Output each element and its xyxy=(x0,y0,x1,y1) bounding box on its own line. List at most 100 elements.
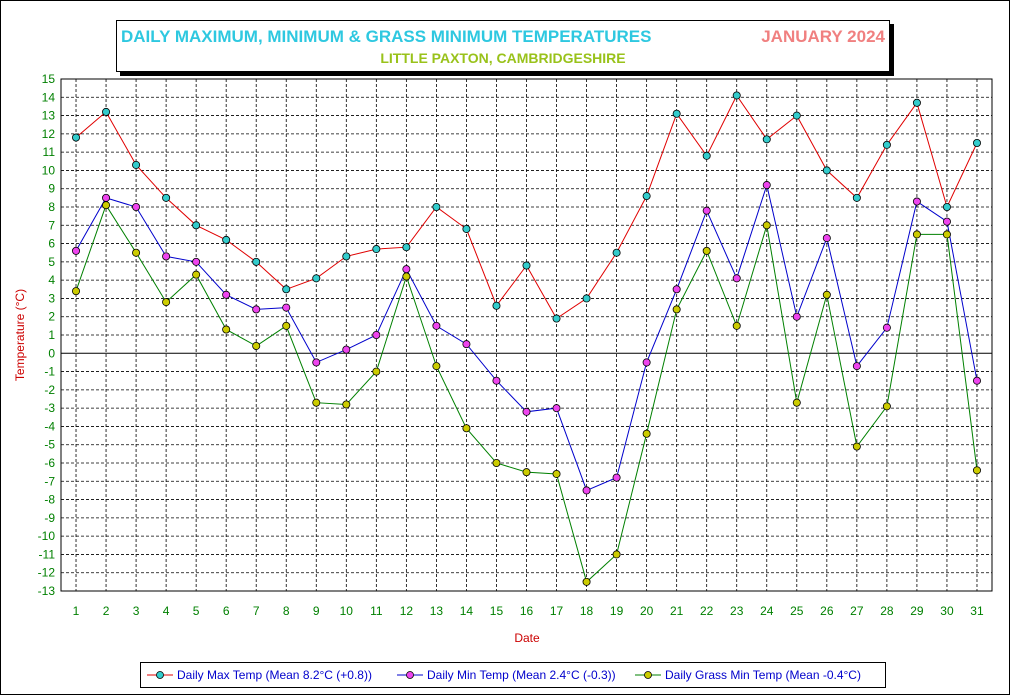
data-point-series-2 xyxy=(192,257,201,266)
x-tick-label: 12 xyxy=(400,604,414,618)
y-tick-label: 12 xyxy=(42,127,56,141)
data-point-series-1 xyxy=(552,314,561,323)
data-point-series-3 xyxy=(912,230,921,239)
y-tick-label: -11 xyxy=(39,547,56,561)
x-tick-label: 7 xyxy=(253,604,260,618)
data-point-series-1 xyxy=(702,151,711,160)
data-point-series-3 xyxy=(522,468,531,477)
data-point-series-2 xyxy=(732,274,741,283)
y-tick-label: -12 xyxy=(38,566,56,580)
data-point-series-3 xyxy=(462,424,471,433)
data-point-series-3 xyxy=(162,298,171,307)
x-tick-label: 5 xyxy=(193,604,200,618)
y-tick-label: -1 xyxy=(44,365,55,379)
y-tick-label: 7 xyxy=(48,218,55,232)
data-point-series-2 xyxy=(132,202,141,211)
y-tick-label: 15 xyxy=(42,72,56,86)
data-point-series-3 xyxy=(192,270,201,279)
x-tick-label: 2 xyxy=(103,604,110,618)
data-point-series-3 xyxy=(552,469,561,478)
x-tick-label: 31 xyxy=(970,604,984,618)
data-point-series-3 xyxy=(942,230,951,239)
data-point-series-3 xyxy=(792,398,801,407)
data-point-series-3 xyxy=(72,287,81,296)
data-point-series-3 xyxy=(612,550,621,559)
data-point-series-2 xyxy=(342,345,351,354)
data-point-series-1 xyxy=(342,252,351,261)
data-point-series-2 xyxy=(492,376,501,385)
data-point-series-1 xyxy=(402,243,411,252)
legend-entry-2: Daily Min Temp (Mean 2.4°C (-0.3)) xyxy=(427,668,616,682)
data-point-series-3 xyxy=(702,246,711,255)
x-tick-label: 11 xyxy=(370,604,383,618)
data-point-series-2 xyxy=(462,340,471,349)
x-tick-label: 13 xyxy=(430,604,444,618)
data-point-series-3 xyxy=(432,362,441,371)
data-point-series-2 xyxy=(912,197,921,206)
data-point-series-1 xyxy=(582,294,591,303)
data-point-series-2 xyxy=(612,473,621,482)
data-point-series-2 xyxy=(402,265,411,274)
data-point-series-3 xyxy=(822,290,831,299)
data-point-series-1 xyxy=(792,111,801,120)
x-tick-label: 17 xyxy=(550,604,564,618)
data-point-series-1 xyxy=(642,192,651,201)
data-point-series-3 xyxy=(672,305,681,314)
data-point-series-1 xyxy=(912,98,921,107)
data-point-series-1 xyxy=(732,91,741,100)
title-box: DAILY MAXIMUM, MINIMUM & GRASS MINIMUM T… xyxy=(116,20,890,72)
data-point-series-3 xyxy=(102,201,111,210)
data-point-series-2 xyxy=(642,358,651,367)
x-tick-label: 16 xyxy=(520,604,534,618)
y-tick-label: -8 xyxy=(44,493,55,507)
data-point-series-1 xyxy=(522,261,531,270)
x-tick-label: 29 xyxy=(910,604,924,618)
data-point-series-3 xyxy=(222,325,231,334)
y-tick-label: -2 xyxy=(44,383,55,397)
data-point-series-1 xyxy=(942,202,951,211)
data-point-series-2 xyxy=(312,358,321,367)
y-tick-label: -10 xyxy=(38,529,56,543)
data-point-series-1 xyxy=(972,138,981,147)
y-tick-label: -4 xyxy=(44,419,55,433)
x-tick-label: 9 xyxy=(313,604,320,618)
y-tick-label: -3 xyxy=(44,401,55,415)
data-point-series-2 xyxy=(552,404,561,413)
data-point-series-3 xyxy=(402,272,411,281)
data-point-series-3 xyxy=(372,367,381,376)
data-point-series-1 xyxy=(612,248,621,257)
data-point-series-2 xyxy=(792,312,801,321)
data-point-series-2 xyxy=(282,303,291,312)
y-tick-label: 10 xyxy=(42,163,56,177)
data-point-series-1 xyxy=(462,224,471,233)
data-point-series-2 xyxy=(372,330,381,339)
y-tick-label: 11 xyxy=(43,145,56,159)
data-point-series-1 xyxy=(102,107,111,116)
data-point-series-3 xyxy=(312,398,321,407)
data-point-series-3 xyxy=(732,321,741,330)
data-point-series-2 xyxy=(762,181,771,190)
y-tick-label: 3 xyxy=(48,291,55,305)
y-tick-label: 14 xyxy=(42,90,56,104)
chart-period: JANUARY 2024 xyxy=(761,27,885,46)
x-tick-label: 8 xyxy=(283,604,290,618)
data-point-series-2 xyxy=(72,246,81,255)
data-point-series-3 xyxy=(252,341,261,350)
data-point-series-1 xyxy=(882,140,891,149)
data-point-series-2 xyxy=(522,407,531,416)
data-point-series-2 xyxy=(672,285,681,294)
x-tick-label: 21 xyxy=(670,604,684,618)
data-point-series-3 xyxy=(972,466,981,475)
data-point-series-1 xyxy=(432,202,441,211)
legend-entry-3: Daily Grass Min Temp (Mean -0.4°C) xyxy=(665,668,861,682)
y-tick-label: -9 xyxy=(44,511,55,525)
y-tick-label: -6 xyxy=(44,456,55,470)
data-point-series-3 xyxy=(282,321,291,330)
x-tick-label: 22 xyxy=(700,604,714,618)
data-point-series-1 xyxy=(162,193,171,202)
data-point-series-1 xyxy=(672,109,681,118)
data-point-series-1 xyxy=(762,135,771,144)
y-tick-label: -13 xyxy=(38,584,56,598)
x-tick-label: 27 xyxy=(850,604,864,618)
data-point-series-2 xyxy=(882,323,891,332)
